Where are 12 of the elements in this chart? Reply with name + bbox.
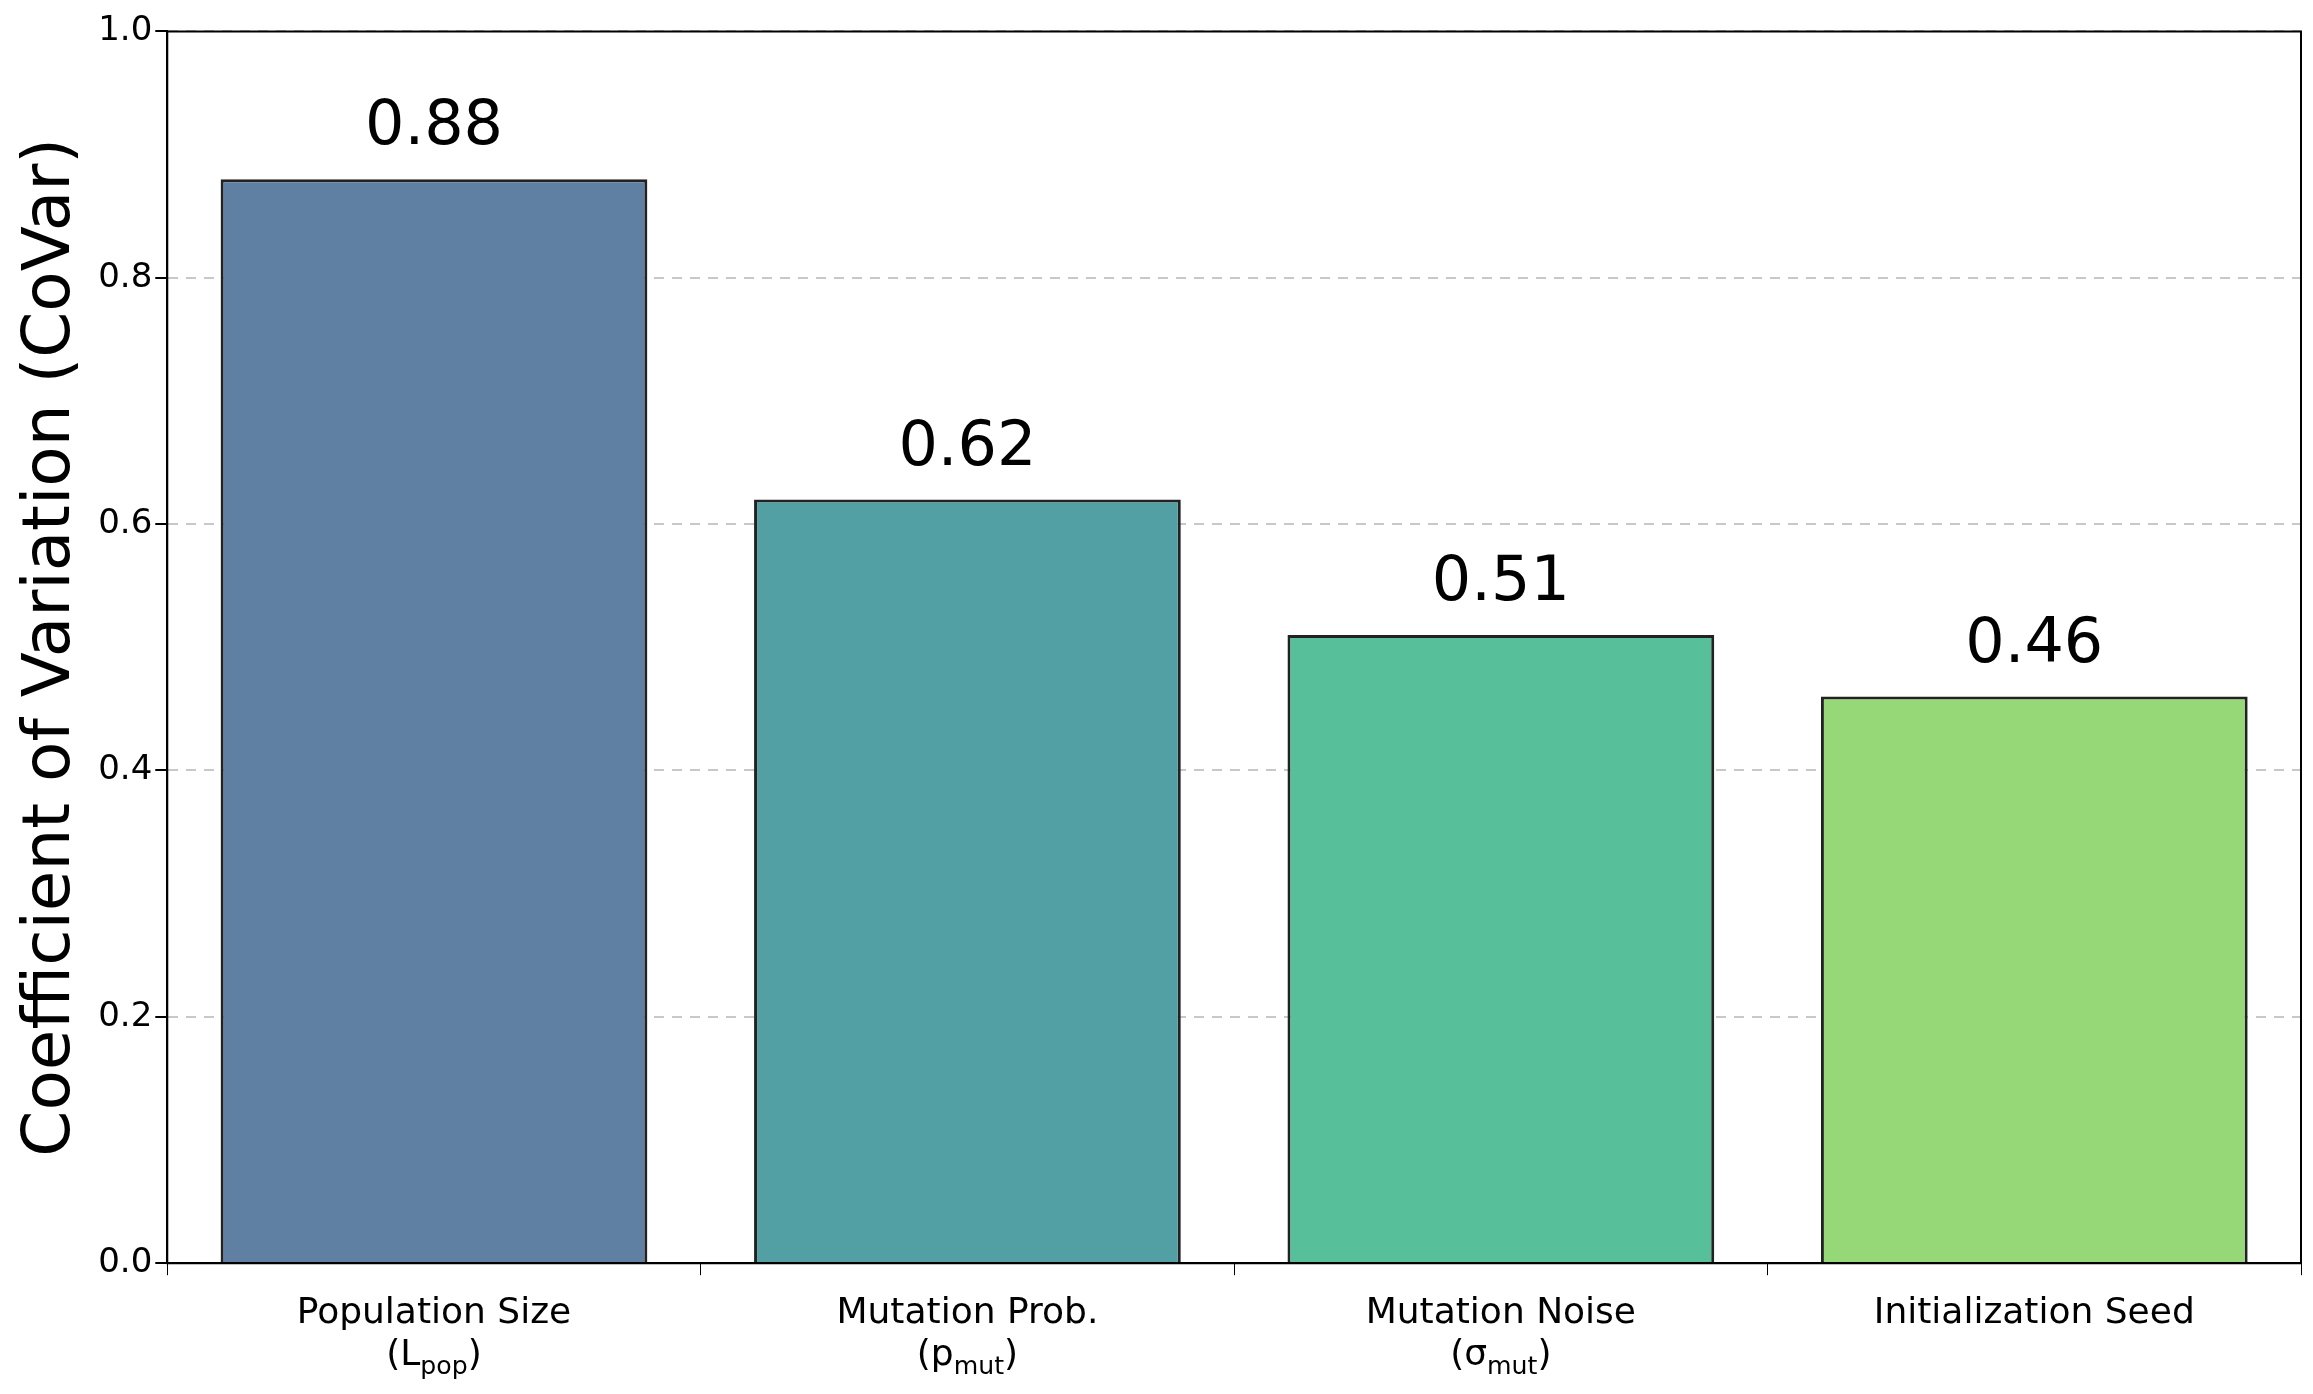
data-label: 0.88 xyxy=(364,86,504,160)
data-label: 0.46 xyxy=(1965,603,2104,677)
x-tick-label: Initialization Seed xyxy=(1873,1290,2195,1332)
y-axis-title: Coefficient of Variation (CoVar) xyxy=(7,137,85,1157)
data-label: 0.51 xyxy=(1431,542,1570,616)
y-tick-label: 0.8 xyxy=(98,254,153,295)
y-tick-label: 1.0 xyxy=(98,8,153,49)
y-tick-label: 0.6 xyxy=(98,500,153,541)
y-tick-label: 0.0 xyxy=(98,1240,153,1281)
y-tick-label: 0.2 xyxy=(98,993,153,1034)
y-tick-label: 0.4 xyxy=(98,747,153,788)
data-label: 0.62 xyxy=(898,406,1037,480)
